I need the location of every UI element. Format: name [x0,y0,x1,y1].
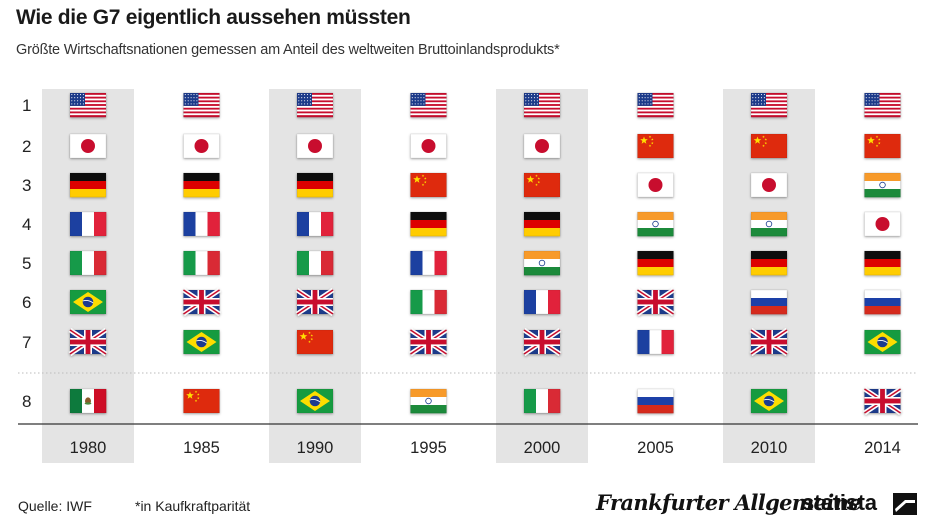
germany-flag-icon [637,250,674,276]
russia-flag-icon [864,289,901,315]
japan-flag-icon [637,172,674,198]
uk-flag-icon [409,328,448,356]
year-label: 2014 [864,439,901,457]
uk-flag-icon [182,288,221,316]
brazil-flag-icon [296,388,334,414]
rank-label: 3 [22,176,31,195]
brazil-flag-icon [69,289,107,315]
china-flag-icon [183,388,220,414]
india-flag-icon [637,211,674,237]
china-flag-icon [750,133,788,159]
japan-flag-icon [296,133,334,159]
usa-flag-icon [637,92,674,118]
usa-flag-icon [864,92,901,118]
france-flag-icon [523,289,561,315]
usa-flag-icon [523,92,561,118]
india-flag-icon [864,172,901,198]
france-flag-icon [183,211,220,237]
usa-flag-icon [750,92,788,118]
chart-title: Wie die G7 eigentlich aussehen müssten [16,6,411,29]
china-flag-icon [410,172,447,198]
footnote: *in Kaufkraftparität [135,498,251,514]
japan-flag-icon [864,211,901,237]
rank-label: 7 [22,333,31,352]
japan-flag-icon [523,133,561,159]
uk-flag-icon [295,288,335,316]
year-label: 1985 [183,439,220,457]
japan-flag-icon [410,133,447,159]
china-flag-icon [637,133,674,159]
chart-subtitle: Größte Wirtschaftsnationen gemessen am A… [16,42,560,58]
china-flag-icon [523,172,561,198]
russia-flag-icon [750,289,788,315]
uk-flag-icon [68,328,108,356]
germany-flag-icon [69,172,107,198]
france-flag-icon [296,211,334,237]
japan-flag-icon [183,133,220,159]
italy-flag-icon [523,388,561,414]
mexico-flag-icon [69,388,107,414]
italy-flag-icon [183,250,220,276]
france-flag-icon [637,329,674,355]
rank-label: 6 [22,293,31,312]
germany-flag-icon [864,250,901,276]
rank-label: 1 [22,96,31,115]
germany-flag-icon [410,211,447,237]
uk-flag-icon [636,288,675,316]
year-label: 1995 [410,439,447,457]
france-flag-icon [410,250,447,276]
rank-label: 4 [22,215,31,234]
brazil-flag-icon [864,329,901,355]
rank-label: 5 [22,254,31,273]
usa-flag-icon [183,92,220,118]
italy-flag-icon [69,250,107,276]
china-flag-icon [864,133,901,159]
uk-flag-icon [863,387,902,415]
source-note: Quelle: IWF [18,498,92,514]
germany-flag-icon [523,211,561,237]
usa-flag-icon [410,92,447,118]
uk-flag-icon [749,328,789,356]
brazil-flag-icon [750,388,788,414]
japan-flag-icon [69,133,107,159]
brazil-flag-icon [183,329,220,355]
germany-flag-icon [296,172,334,198]
year-label: 1990 [297,439,334,457]
russia-flag-icon [637,388,674,414]
rank-label: 8 [22,392,31,411]
china-flag-icon [296,329,334,355]
germany-flag-icon [750,250,788,276]
year-label: 1980 [70,439,107,457]
india-flag-icon [523,250,561,276]
statista-icon [893,493,917,515]
rank-label: 2 [22,137,31,156]
faz-logo: Frankfurter Allgemeine [596,490,862,515]
uk-flag-icon [522,328,562,356]
italy-flag-icon [410,289,447,315]
statista-logo: statista [802,490,877,515]
year-label: 2000 [524,439,561,457]
usa-flag-icon [69,92,107,118]
year-label: 2005 [637,439,674,457]
japan-flag-icon [750,172,788,198]
france-flag-icon [69,211,107,237]
usa-flag-icon [296,92,334,118]
india-flag-icon [410,388,447,414]
italy-flag-icon [296,250,334,276]
year-label: 2010 [751,439,788,457]
india-flag-icon [750,211,788,237]
germany-flag-icon [183,172,220,198]
